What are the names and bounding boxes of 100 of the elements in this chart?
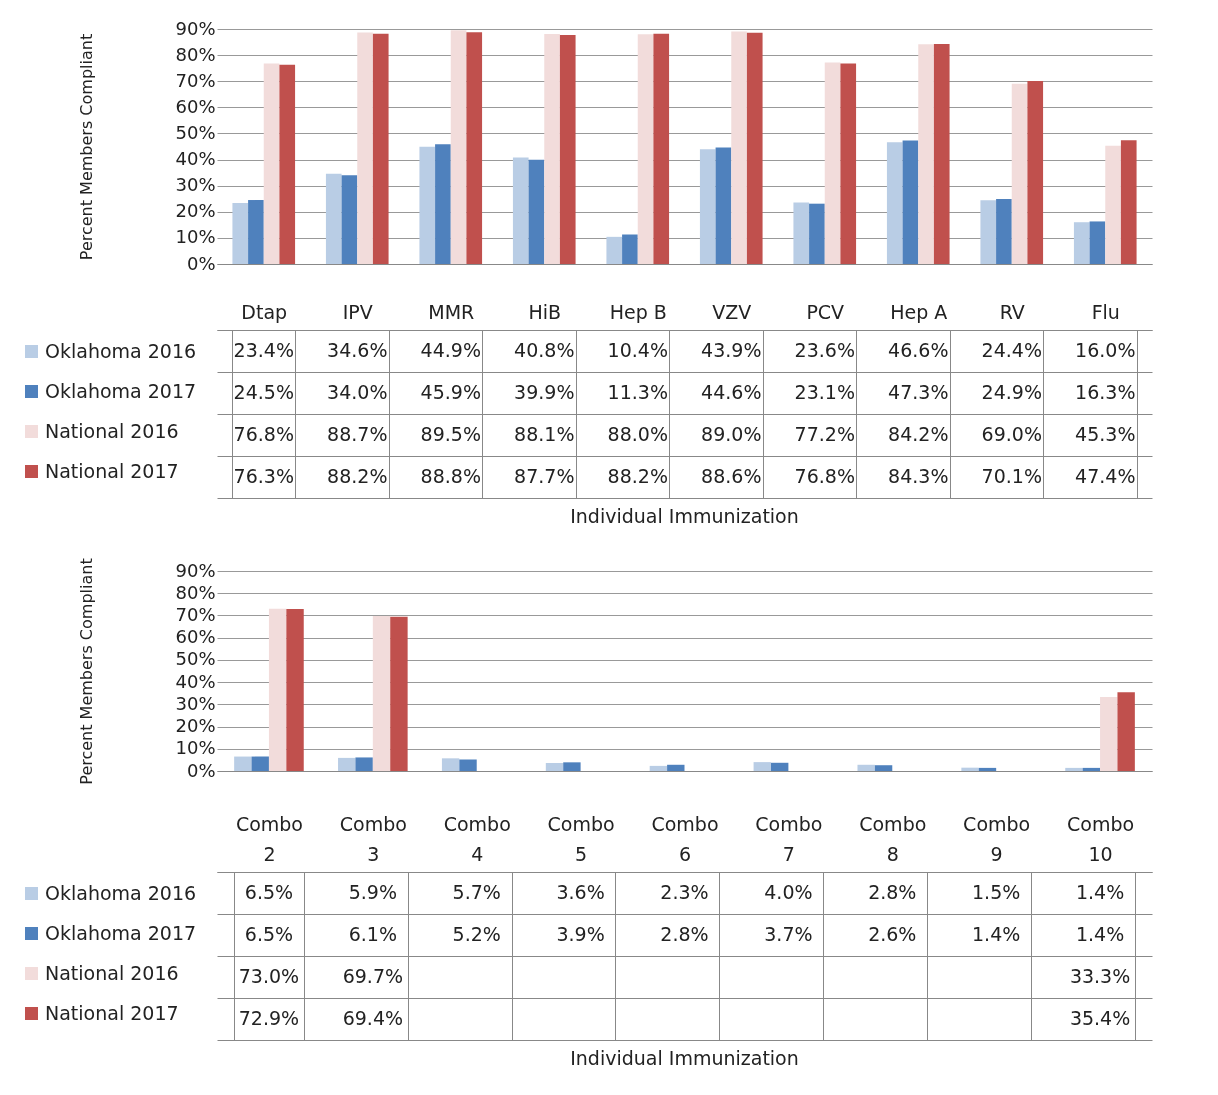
x-tick-label: RV <box>999 300 1025 323</box>
data-label: 2.6% <box>868 923 917 945</box>
data-label: 70.1% <box>981 465 1042 487</box>
bar <box>459 759 477 771</box>
x-tick-label: Combo 8 <box>859 812 927 865</box>
data-label: 76.3% <box>233 465 294 487</box>
y-tick-label: 50% <box>175 648 216 670</box>
data-label: 89.0% <box>701 423 762 445</box>
y-tick-label: 40% <box>175 148 216 170</box>
y-tick-label: 50% <box>175 121 216 143</box>
bar <box>1117 692 1135 771</box>
y-tick-label: 60% <box>175 626 216 648</box>
data-label: 4.0% <box>764 881 813 903</box>
data-label: 23.6% <box>794 339 855 361</box>
data-label: 87.7% <box>514 465 575 487</box>
bar <box>753 762 771 771</box>
bar <box>649 765 668 771</box>
data-label: 34.6% <box>327 339 388 361</box>
x-tick-label: HiB <box>528 300 562 323</box>
bar <box>667 764 685 771</box>
x-tick-label: MMR <box>428 300 475 323</box>
data-label: 1.5% <box>972 881 1021 903</box>
bar <box>232 202 249 264</box>
x-tick-label: VZV <box>712 300 752 323</box>
data-label: 76.8% <box>233 423 294 445</box>
bar <box>251 756 269 771</box>
data-label: 88.1% <box>514 423 575 445</box>
y-tick-label: 30% <box>175 174 216 196</box>
y-tick-label: 20% <box>175 200 216 222</box>
bar <box>1065 767 1083 771</box>
data-label: 35.4% <box>1069 1007 1131 1029</box>
legend-label: National 2017 <box>45 459 179 482</box>
data-label: 88.6% <box>701 465 762 487</box>
data-label: 89.5% <box>420 423 481 445</box>
data-label: 24.5% <box>233 381 294 403</box>
y-tick-label: 20% <box>175 715 216 737</box>
data-label: 45.3% <box>1075 423 1136 445</box>
bar <box>961 767 979 771</box>
data-label: 16.3% <box>1075 381 1136 403</box>
bar <box>279 64 296 264</box>
data-label: 3.7% <box>764 923 813 945</box>
bar <box>746 32 763 264</box>
bar <box>874 765 893 771</box>
data-label: 77.2% <box>794 423 855 445</box>
y-tick-label: 70% <box>175 69 216 91</box>
bar <box>918 44 934 264</box>
bar <box>996 198 1012 264</box>
x-tick-label: Combo 7 <box>755 812 823 865</box>
bar <box>637 34 654 264</box>
bar <box>1011 83 1028 264</box>
bar <box>419 146 436 264</box>
bar <box>372 33 389 264</box>
y-tick-label: 70% <box>175 603 216 625</box>
data-label: 69.0% <box>981 423 1042 445</box>
data-label: 73.0% <box>238 965 300 987</box>
data-label: 47.3% <box>888 381 949 403</box>
data-label: 11.3% <box>607 381 668 403</box>
bar <box>545 763 564 771</box>
bar <box>1120 140 1137 264</box>
x-tick-label: Combo 3 <box>339 812 407 865</box>
bar <box>268 608 287 771</box>
data-label: 6.1% <box>348 923 397 945</box>
data-label: 69.7% <box>342 965 404 987</box>
bar <box>325 173 342 264</box>
data-label: 1.4% <box>972 923 1021 945</box>
bar <box>450 30 467 264</box>
data-label: 5.2% <box>452 923 501 945</box>
y-tick-label: 80% <box>175 581 216 603</box>
legend-label: Oklahoma 2016 <box>45 339 197 362</box>
data-label: 40.8% <box>514 339 575 361</box>
bar <box>390 616 408 771</box>
x-tick-label: IPV <box>342 300 373 323</box>
bar <box>731 31 747 264</box>
bar <box>606 236 623 264</box>
y-tick-label: 90% <box>175 559 216 581</box>
legend-label: National 2017 <box>45 1001 179 1024</box>
bar <box>902 140 919 264</box>
y-tick-label: 90% <box>175 17 216 39</box>
x-tick-label: Combo 2 <box>235 812 303 865</box>
bar <box>715 147 732 264</box>
bar <box>809 203 825 264</box>
bar <box>886 142 903 264</box>
x-axis-title: Individual Immunization <box>570 1047 799 1069</box>
legend-label: Oklahoma 2016 <box>45 881 197 904</box>
bar <box>357 32 373 264</box>
bar <box>1082 767 1101 771</box>
data-label: 45.9% <box>420 381 481 403</box>
bar <box>435 144 451 264</box>
bar <box>466 32 483 264</box>
bar <box>341 175 358 264</box>
data-label: 5.9% <box>348 881 397 903</box>
bar <box>824 62 841 264</box>
data-label: 33.3% <box>1069 965 1131 987</box>
y-axis-title: Percent Members Compliant <box>77 33 97 261</box>
data-label: 46.6% <box>888 339 949 361</box>
y-tick-label: 0% <box>186 759 216 781</box>
bar <box>653 33 670 264</box>
bar <box>544 33 560 264</box>
bar <box>1089 221 1106 264</box>
bar <box>1105 145 1121 264</box>
